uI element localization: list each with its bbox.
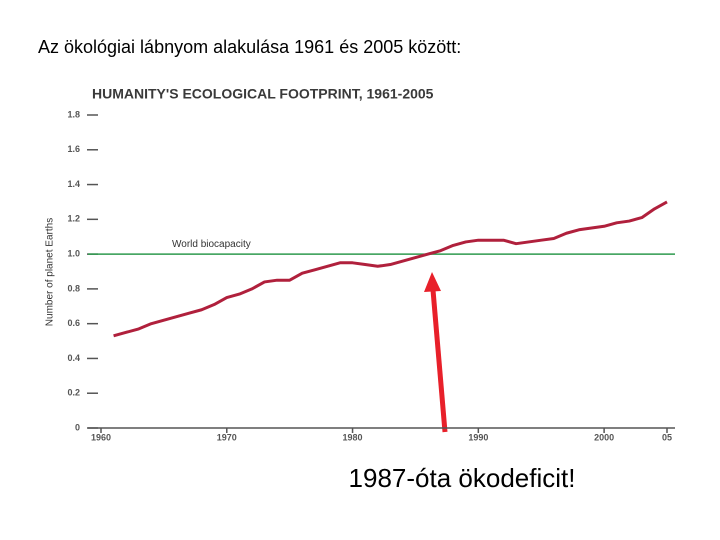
footprint-line	[113, 200, 668, 338]
caption: 1987-óta ökodeficit!	[349, 463, 576, 493]
y-axis-label: Number of planet Earths	[45, 218, 56, 326]
x-tick-label: 05	[662, 432, 672, 442]
y-tick-label: 0	[75, 422, 80, 432]
y-tick-label: 1.8	[67, 109, 80, 119]
y-tick-label: 0.2	[67, 388, 80, 398]
x-tick-label: 1990	[468, 432, 488, 442]
y-tick-label: 0.8	[67, 283, 80, 293]
arrow-head	[424, 272, 441, 292]
y-tick-label: 1.0	[67, 248, 80, 258]
chart-title: HUMANITY'S ECOLOGICAL FOOTPRINT, 1961-20…	[92, 86, 434, 102]
biocapacity-label: World biocapacity	[172, 239, 251, 250]
arrow-shaft	[430, 289, 448, 433]
y-tick-label: 1.4	[67, 179, 80, 189]
y-tick-label: 0.4	[67, 353, 80, 363]
x-tick-label: 1970	[217, 432, 237, 442]
y-tick-label: 1.6	[67, 144, 80, 154]
x-tick-label: 1960	[91, 432, 111, 442]
slide-heading: Az ökológiai lábnyom alakulása 1961 és 2…	[38, 37, 461, 57]
y-tick-label: 1.2	[67, 214, 80, 224]
y-tick-label: 0.6	[67, 318, 80, 328]
x-tick-label: 2000	[594, 432, 614, 442]
x-tick-label: 1980	[343, 432, 363, 442]
